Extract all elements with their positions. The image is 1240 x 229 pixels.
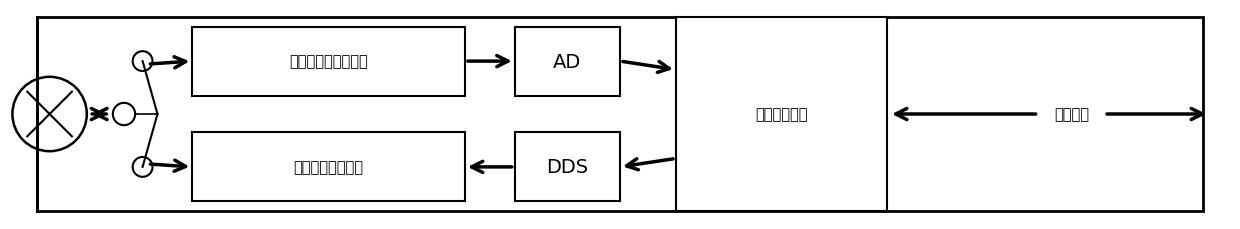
- Text: 数字接口: 数字接口: [1054, 107, 1090, 122]
- Text: 预处理及接口: 预处理及接口: [755, 107, 807, 122]
- Text: DDS: DDS: [547, 158, 588, 177]
- Bar: [515, 133, 620, 202]
- Bar: [515, 27, 620, 96]
- Bar: [192, 133, 465, 202]
- Text: 限幅、滤波、低噪声: 限幅、滤波、低噪声: [289, 54, 368, 69]
- Bar: [192, 27, 465, 96]
- Text: AD: AD: [553, 52, 582, 71]
- Bar: [676, 18, 887, 211]
- Bar: [37, 18, 1203, 211]
- Text: 限幅、滤波、放大: 限幅、滤波、放大: [294, 160, 363, 175]
